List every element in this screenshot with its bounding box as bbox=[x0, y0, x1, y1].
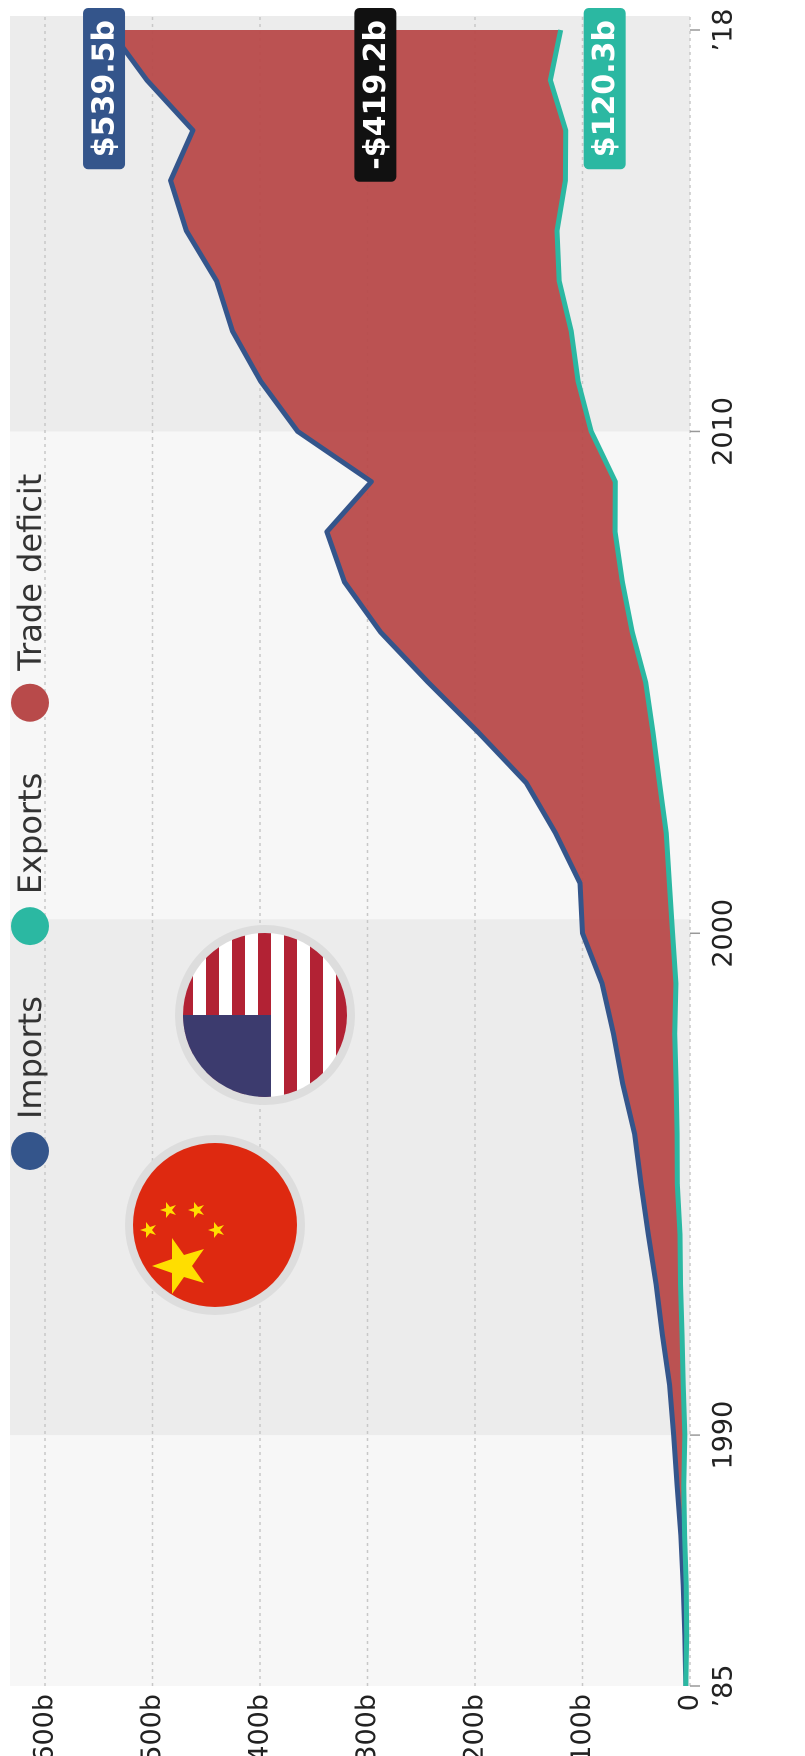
value-label-bg bbox=[83, 8, 126, 170]
legend-label: Exports bbox=[11, 773, 49, 894]
x-tick-label: 2000 bbox=[708, 899, 739, 968]
flag-stripe bbox=[310, 933, 323, 1097]
y-tick-label: 0 bbox=[674, 1694, 705, 1711]
value-label-bg bbox=[583, 8, 626, 170]
y-tick-label: $100b bbox=[566, 1694, 597, 1756]
flag-star bbox=[208, 1222, 224, 1238]
flag-stripe bbox=[284, 933, 297, 1097]
x-tick-label: ’85 bbox=[708, 1665, 739, 1708]
y-tick-label: $600b bbox=[29, 1694, 60, 1756]
y-tick-label: $400b bbox=[244, 1694, 275, 1756]
series-line bbox=[108, 28, 689, 1687]
y-tick-label: $300b bbox=[351, 1694, 382, 1756]
value-label-bg bbox=[354, 8, 397, 182]
x-tick-label: 1990 bbox=[708, 1401, 739, 1470]
y-tick-label: $500b bbox=[136, 1694, 167, 1756]
flag-star bbox=[140, 1222, 156, 1238]
flag-star bbox=[160, 1202, 176, 1218]
flag-star bbox=[188, 1202, 204, 1218]
legend-marker bbox=[11, 907, 49, 946]
legend-marker bbox=[11, 1132, 49, 1170]
value-label: -$419.2b bbox=[358, 20, 393, 170]
legend-marker bbox=[11, 683, 49, 722]
x-tick-label: ’18 bbox=[708, 9, 739, 52]
value-label: $539.5b bbox=[87, 20, 122, 157]
series-line bbox=[547, 29, 690, 1687]
y-tick-label: $200b bbox=[459, 1694, 490, 1756]
x-tick-label: 2010 bbox=[708, 397, 739, 466]
legend-label: Imports bbox=[11, 996, 49, 1119]
value-label: $120.3b bbox=[587, 20, 622, 157]
rotated-chart: 0 $100b $200b $300b $400b $500b $600b ’85 1990 20… bbox=[10, 8, 739, 1756]
flag-star bbox=[152, 1238, 204, 1294]
deficit-area bbox=[110, 30, 687, 1686]
legend-label: Trade deficit bbox=[11, 474, 49, 672]
flags bbox=[125, 925, 355, 1315]
